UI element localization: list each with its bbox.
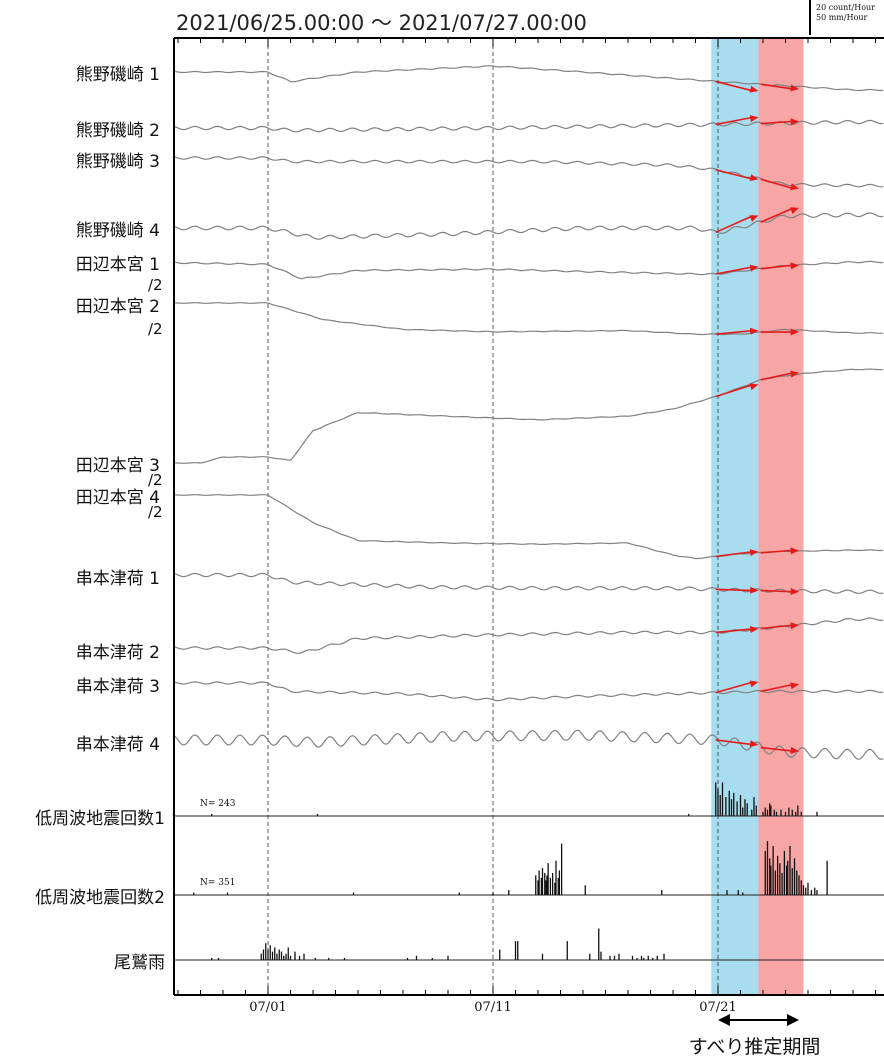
trace-scale-label-8: /2 [148,503,163,521]
histogram-label-1: 低周波地震回数1 [35,809,165,829]
period-annotation: すべり推定期間 [689,1014,821,1058]
x-tick-label-3: 07/21 [699,1000,736,1015]
x-tick-label-2: 07/11 [474,1000,511,1015]
arrow-head-5-1 [749,264,759,272]
arrow-head-2-1 [749,115,759,123]
arrow-head-10-2 [790,622,799,630]
trace-label-3: 熊野磯崎 3 [76,152,160,172]
arrow-head-4-2 [790,207,799,214]
tilt-trace-2 [173,119,884,133]
shaded-periods [711,38,804,995]
arrow-shaft-6-1 [715,329,754,335]
plot-frame [173,37,884,996]
arrow-head-6-2 [790,328,799,336]
trace-label-12: 串本津荷 4 [76,735,160,755]
arrow-head-8-2 [790,547,799,555]
arrow-shaft-7-2 [760,371,795,381]
arrow-shaft-8-1 [715,550,754,558]
arrow-shaft-11-1 [715,681,754,694]
histogram-label-2: 低周波地震回数2 [35,888,165,908]
arrow-head-11-1 [749,680,759,688]
shaded-period-2 [758,38,804,995]
arrow-head-3-1 [749,174,759,181]
arrow-head-6-1 [749,327,759,335]
trace-label-10: 串本津荷 2 [76,643,160,663]
trace-label-9: 串本津荷 1 [76,569,160,589]
arrow-head-11-2 [790,682,799,690]
arrow-shaft-10-1 [715,628,754,634]
trace-scale-label-6: /2 [148,320,163,338]
arrow-shaft-9-1 [715,588,754,592]
arrow-head-7-1 [749,383,759,391]
arrow-head-1-1 [749,85,759,93]
trace-label-6: 田辺本宮 2 [76,297,160,317]
arrow-head-4-1 [749,215,759,222]
arrow-head-8-1 [749,549,759,557]
histogram-count-1: N= 243 [200,799,236,809]
histogram-count-2: N= 351 [200,878,235,888]
arrow-head-12-1 [749,740,759,748]
arrow-shaft-5-2 [760,264,795,270]
arrow-shaft-7-1 [715,383,754,398]
shaded-period-1 [711,38,759,995]
displacement-arrows [715,80,799,754]
arrow-head-1-2 [790,84,799,92]
arrow-head-10-1 [749,626,759,633]
arrow-shaft-1-2 [760,83,795,90]
tilt-trace-12 [173,729,884,761]
arrow-shaft-9-2 [760,589,795,593]
histogram-group [134,782,884,961]
arrow-shaft-11-2 [760,683,795,693]
trace-label-1: 熊野磯崎 1 [76,65,160,85]
arrow-shaft-10-2 [760,624,795,630]
trace-scale-label-5: /2 [148,276,163,294]
arrow-head-9-1 [750,586,759,594]
arrow-head-9-2 [790,587,799,595]
scale-note-count: 20 count/Hour [816,3,875,12]
gridlines [267,38,719,995]
arrow-shaft-8-2 [760,549,795,554]
arrow-shaft-4-1 [715,214,754,234]
trace-label-5: 田辺本宮 1 [76,255,160,275]
scale-note-rain: 50 mm/Hour [816,13,868,22]
arrow-shaft-5-1 [715,266,754,275]
arrow-shaft-3-1 [715,168,754,181]
arrow-head-2-2 [790,118,799,126]
arrow-head-3-2 [790,183,799,191]
period-arrow-left-head [718,1014,730,1026]
trace-label-2: 熊野磯崎 2 [76,121,160,141]
arrow-shaft-12-1 [715,739,754,746]
x-tick-label-1: 07/01 [249,1000,286,1015]
arrow-head-7-2 [790,370,799,378]
arrow-head-5-2 [790,262,799,270]
trace-scale-label-7: /2 [148,471,163,489]
period-label: すべり推定期間 [689,1036,821,1058]
histogram-label-3: 尾鷲雨 [114,953,165,973]
trace-label-4: 熊野磯崎 4 [76,221,160,241]
arrow-head-12-2 [790,746,799,754]
arrow-shaft-2-2 [760,120,795,125]
tilt-trace-11 [173,681,884,702]
trace-label-8: 田辺本宮 4 [76,488,160,508]
chart-title: 2021/06/25.00:00 ～ 2021/07/27.00:00 [176,11,587,35]
arrow-shaft-2-1 [715,116,754,126]
arrow-shaft-1-1 [715,80,754,92]
arrow-shaft-12-2 [760,746,795,752]
tilt-trace-4 [173,212,884,240]
arrow-shaft-3-2 [760,178,795,190]
trace-label-7: 田辺本宮 3 [76,456,160,476]
label-group: 熊野磯崎 1 熊野磯崎 2 熊野磯崎 3 熊野磯崎 4 田辺本宮 1/2 田辺本宮 2/2… [35,65,737,1015]
period-arrow-right-head [787,1014,799,1026]
arrow-shaft-4-2 [760,207,795,223]
trace-label-11: 串本津荷 3 [76,677,160,697]
